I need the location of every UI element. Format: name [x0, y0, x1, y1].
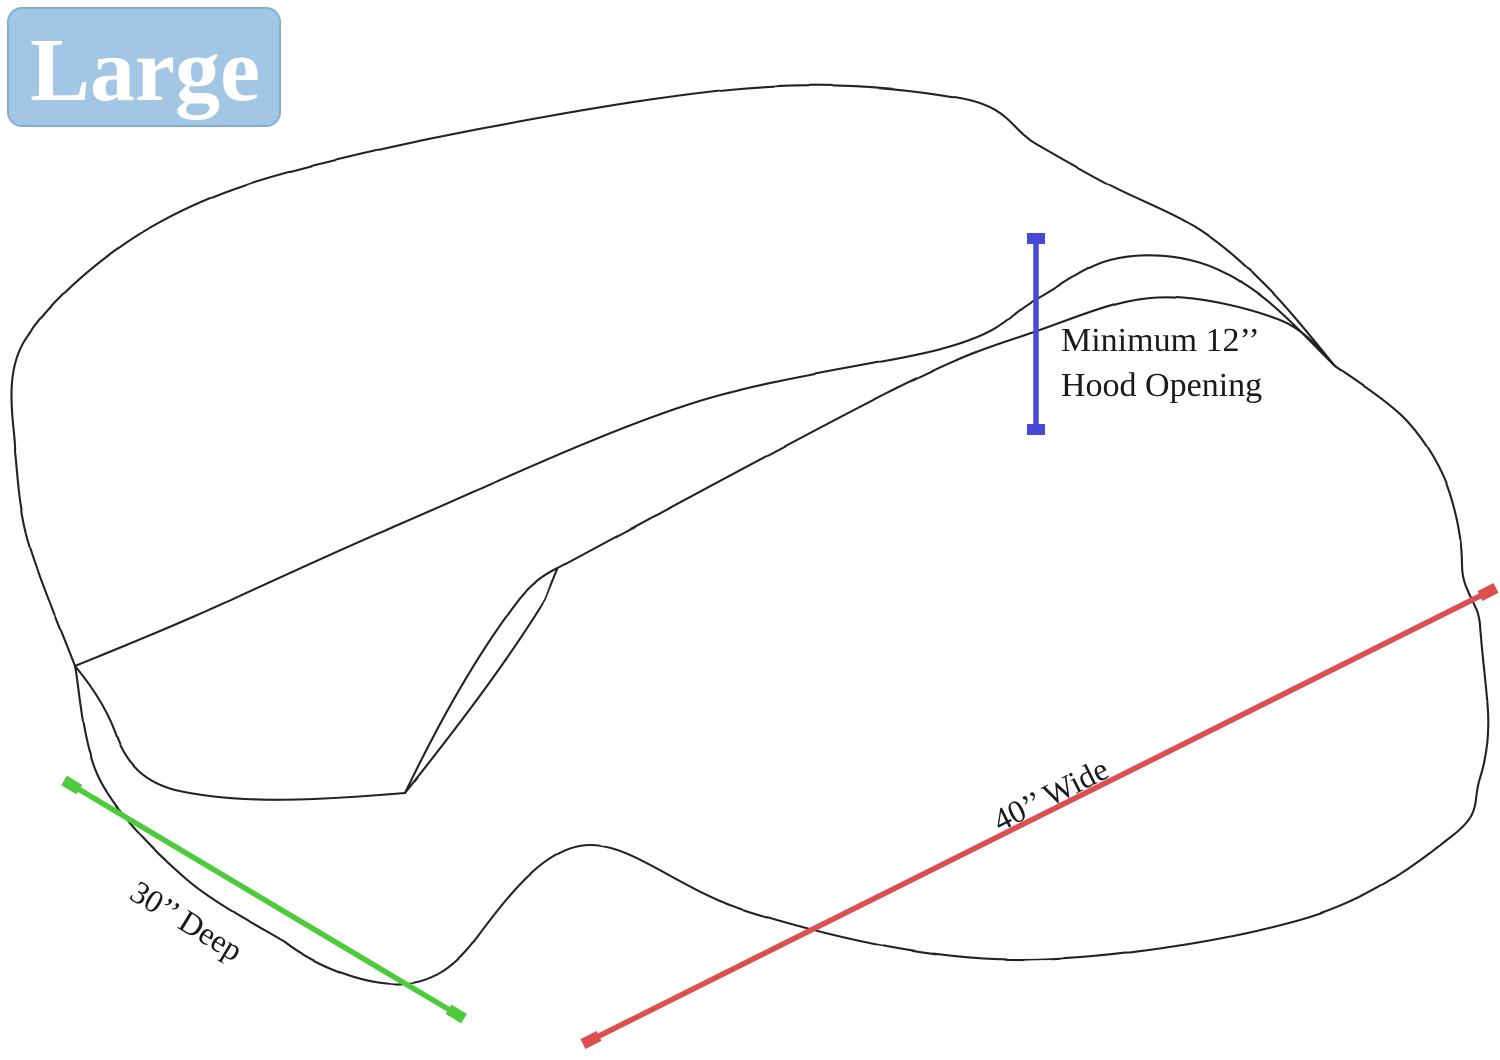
svg-text:Hood Opening: Hood Opening: [1061, 367, 1262, 404]
svg-text:Large: Large: [30, 21, 260, 120]
svg-text:40’’ Wide: 40’’ Wide: [987, 750, 1114, 838]
svg-text:Minimum 12’’: Minimum 12’’: [1061, 322, 1260, 359]
svg-text:30’’ Deep: 30’’ Deep: [124, 873, 249, 968]
